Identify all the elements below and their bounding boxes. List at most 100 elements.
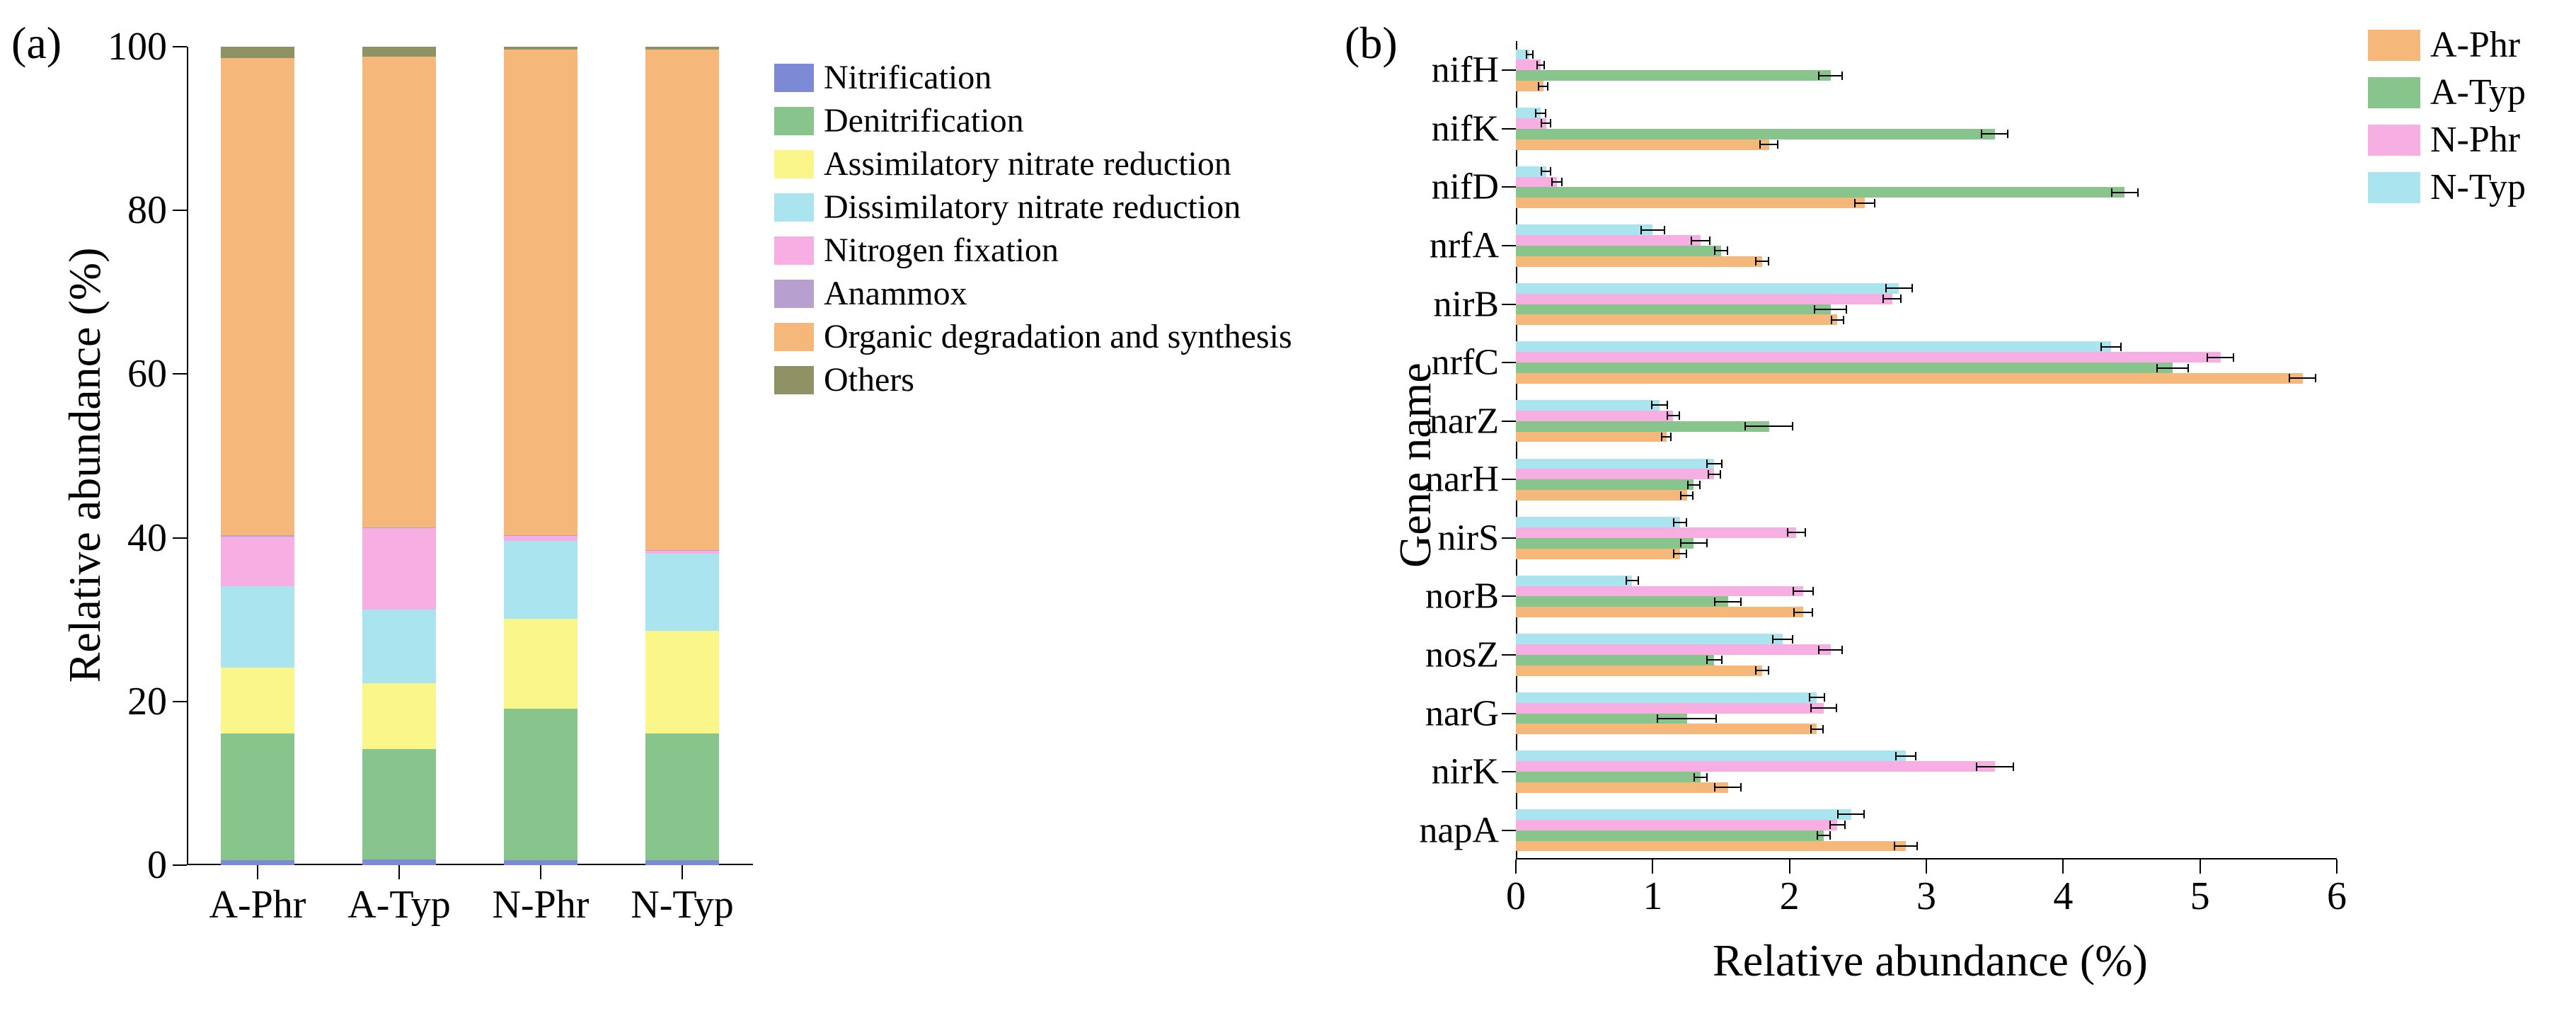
panel-a-y-tick	[173, 537, 187, 539]
panel-a-legend-swatch	[774, 150, 814, 178]
panel-a-bar-segment	[645, 50, 719, 550]
panel-b-x-tick-label: 4	[2053, 874, 2073, 919]
panel-b-bar	[1516, 411, 1673, 421]
panel-a-bar-segment	[221, 47, 294, 58]
panel-b-bar	[1516, 224, 1652, 235]
panel-a-bar-segment	[221, 668, 294, 733]
panel-b-error-bar	[1829, 824, 1846, 826]
panel-a-legend-text: Others	[824, 360, 914, 399]
panel-b-legend-text: A-Typ	[2430, 72, 2526, 113]
panel-a-bar-segment	[362, 683, 436, 748]
panel-b-error-bar	[1755, 670, 1769, 671]
panel-b-x-tick	[1515, 859, 1517, 874]
panel-b-bar	[1516, 479, 1694, 490]
panel-b-bar	[1516, 400, 1660, 411]
panel-a-legend-item: Assimilatory nitrate reduction	[774, 144, 1292, 183]
panel-b-y-tick-label: nirK	[1432, 751, 1499, 793]
panel-a-x-tick	[398, 865, 400, 879]
panel-a-legend-swatch	[774, 107, 814, 135]
panel-b-y-tick-label: nosZ	[1425, 634, 1499, 676]
panel-b-y-tick	[1502, 128, 1516, 130]
panel-b-x-tick-label: 1	[1643, 874, 1662, 919]
panel-b-y-tick-label: nrfA	[1430, 225, 1499, 267]
panel-b-error-bar	[1818, 75, 1843, 76]
panel-b-plot-area: 0123456nifHnifKnifDnrfAnirBnrfCnarZnarHn…	[1516, 41, 2337, 859]
panel-a-bar-segment	[645, 733, 719, 860]
panel-a-legend: NitrificationDenitrificationAssimilatory…	[774, 58, 1292, 404]
panel-a-legend-item: Nitrification	[774, 58, 1292, 97]
panel-b-legend-text: N-Typ	[2430, 166, 2526, 208]
panel-a-legend-swatch	[774, 323, 814, 351]
panel-a-bar-segment	[362, 47, 436, 57]
panel-b-bar	[1516, 341, 2111, 352]
panel-a-bar-segment	[504, 709, 577, 860]
panel-b-bar	[1516, 70, 1831, 81]
panel-a-plot-area: 020406080100A-PhrA-TypN-PhrN-Typ	[187, 47, 753, 865]
panel-b-y-tick	[1502, 69, 1516, 71]
panel-a-x-tick	[682, 865, 683, 879]
panel-b-bar	[1516, 607, 1803, 617]
panel-a-bar-segment	[221, 733, 294, 860]
panel-a-y-tick	[173, 701, 187, 702]
panel-b-error-bar	[1714, 601, 1742, 602]
panel-a-legend-swatch	[774, 236, 814, 265]
panel-a-bar-segment	[221, 58, 294, 535]
panel-b-error-bar	[1651, 404, 1667, 406]
panel-a-bar-segment	[504, 50, 577, 536]
panel-a-legend-text: Nitrification	[824, 58, 991, 97]
panel-b-y-tick	[1502, 245, 1516, 246]
panel-a-y-tick	[173, 864, 187, 866]
panel-a-bar-segment	[504, 619, 577, 709]
panel-b-error-bar	[2100, 346, 2122, 348]
panel-a-bar-segment	[221, 586, 294, 668]
panel-b-error-bar	[1691, 240, 1710, 241]
panel-b-error-bar	[1538, 86, 1548, 87]
panel-a-y-tick-label: 100	[108, 24, 167, 69]
panel-b-bar	[1516, 576, 1632, 586]
panel-b-bar	[1516, 421, 1769, 432]
panel-a-y-label: Relative abundance (%)	[59, 217, 111, 713]
panel-b-bar	[1516, 750, 1906, 761]
panel-a-bar-segment	[221, 537, 294, 586]
panel-a-x-tick-label: N-Phr	[493, 882, 590, 927]
panel-a-legend-swatch	[774, 366, 814, 394]
panel-b-bar	[1516, 187, 2124, 198]
panel-b-y-tick-label: nifK	[1432, 108, 1499, 149]
panel-b-error-bar	[1657, 718, 1717, 719]
panel-b-error-bar	[1661, 436, 1672, 438]
panel-b-bar	[1516, 549, 1680, 559]
panel-b-error-bar	[1793, 590, 1815, 592]
panel-b-error-bar	[1793, 612, 1812, 613]
panel-b-bar	[1516, 362, 2173, 373]
panel-b-x-tick-label: 3	[1916, 874, 1936, 919]
panel-b-y-tick-label: nifD	[1432, 166, 1499, 208]
panel-b-bar	[1516, 139, 1769, 150]
panel-b-y-tick	[1502, 830, 1516, 831]
panel-b-x-tick	[2200, 859, 2201, 874]
panel-a-x-tick-label: N-Typ	[631, 882, 733, 927]
panel-b-bar	[1516, 644, 1831, 655]
panel-b-bar	[1516, 304, 1831, 315]
panel-b-y-tick-label: napA	[1419, 809, 1499, 851]
panel-a-stacked-bar	[504, 47, 577, 865]
panel-b-error-bar	[1895, 755, 1917, 757]
panel-b-error-bar	[1626, 580, 1639, 581]
panel-b-x-tick	[2062, 859, 2064, 874]
panel-b-y-tick-label: nirS	[1437, 517, 1499, 559]
panel-a-y-tick-label: 60	[127, 351, 167, 396]
panel-b-x-tick-label: 5	[2190, 874, 2210, 919]
panel-b-error-bar	[1680, 495, 1694, 496]
panel-b-error-bar	[1814, 309, 1846, 310]
panel-a-bar-segment	[221, 860, 294, 865]
panel-b-error-bar	[1536, 64, 1545, 66]
panel-b-bar	[1516, 517, 1680, 527]
panel-b-legend-item: A-Typ	[2368, 72, 2526, 113]
panel-b-y-tick-label: narG	[1425, 692, 1499, 734]
panel-b-error-bar	[1787, 532, 1806, 533]
panel-b-error-bar	[1772, 639, 1794, 640]
panel-b-error-bar	[1837, 813, 1865, 815]
panel-a-x-tick	[540, 865, 541, 879]
panel-b-bar	[1516, 782, 1728, 793]
panel-a-bar-segment	[645, 631, 719, 733]
panel-b-bar	[1516, 634, 1783, 644]
